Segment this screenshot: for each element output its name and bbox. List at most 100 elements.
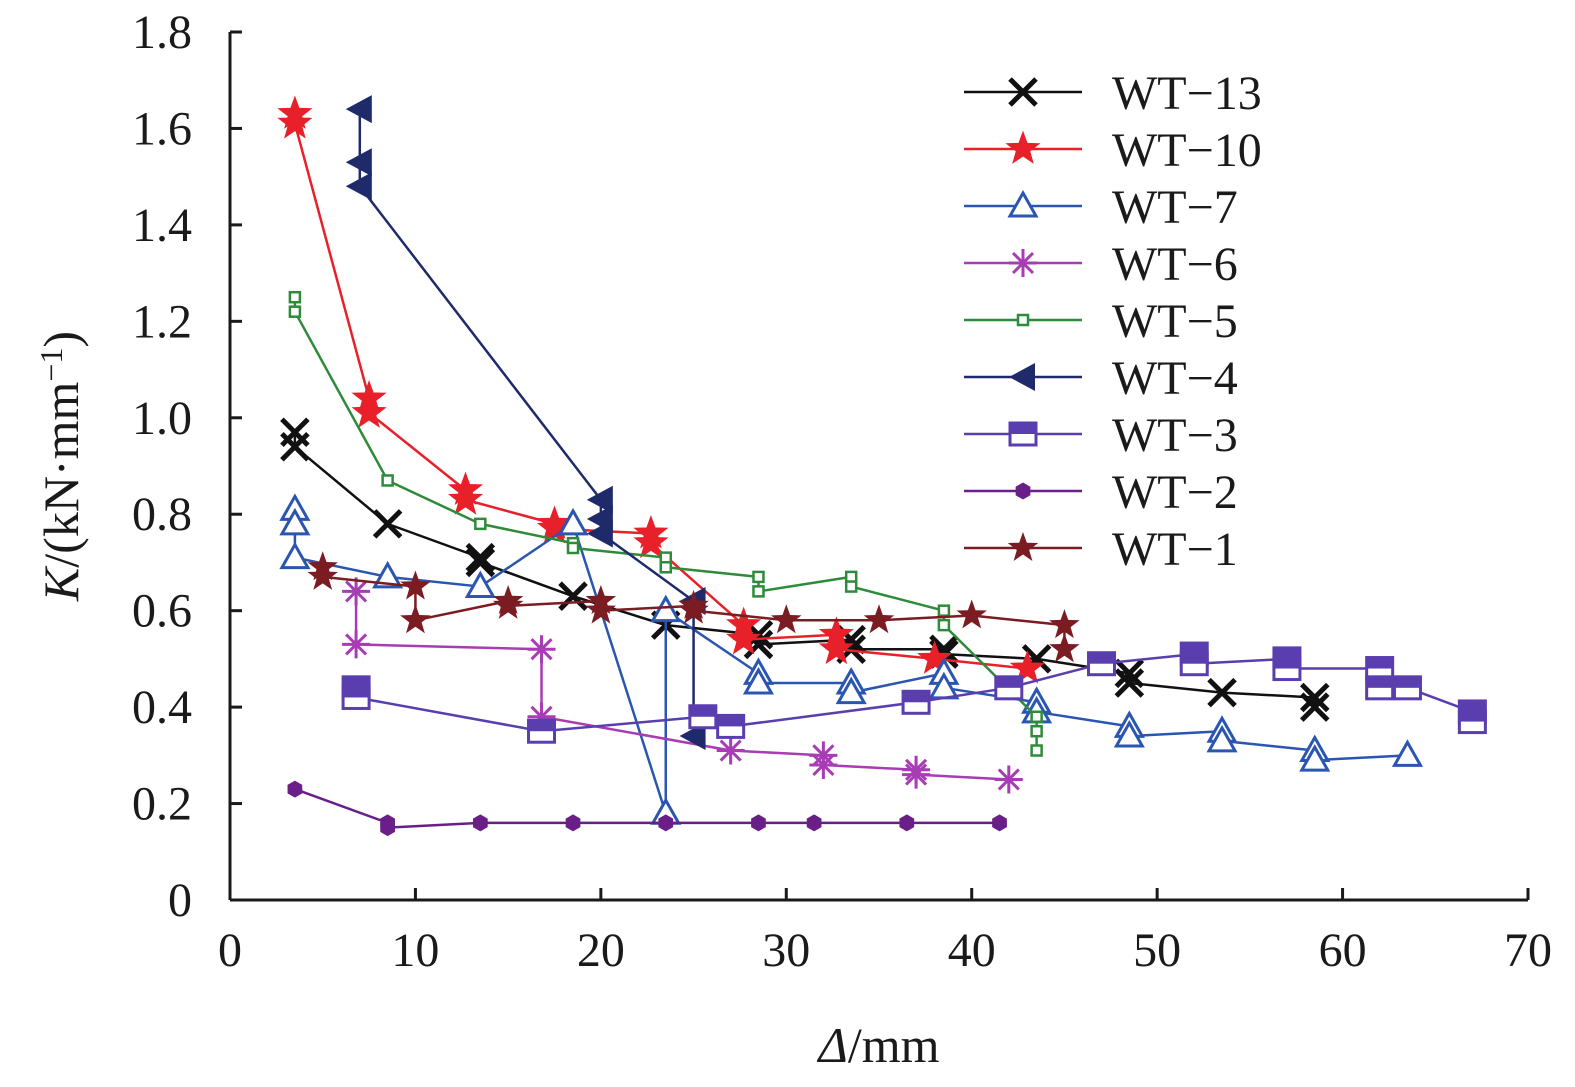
y-tick-label: 1.4 xyxy=(132,199,192,252)
y-tick-label: 0.8 xyxy=(132,488,192,541)
data-point xyxy=(307,560,338,590)
series-wt-5 xyxy=(288,290,1043,757)
legend-marker xyxy=(1007,532,1039,561)
legend-label: WT−3 xyxy=(1112,409,1238,462)
data-point xyxy=(658,814,674,832)
data-point xyxy=(345,95,372,124)
data-point xyxy=(806,814,822,832)
data-point xyxy=(465,542,496,573)
series-wt-1 xyxy=(307,551,1080,663)
data-point xyxy=(1457,709,1487,735)
legend-item: WT−2 xyxy=(964,466,1238,519)
data-point xyxy=(342,630,371,659)
x-tick-label: 50 xyxy=(1133,924,1181,977)
data-point xyxy=(1272,656,1302,682)
series-wt-10 xyxy=(277,95,1045,684)
data-point xyxy=(565,814,581,832)
plot-area xyxy=(277,95,1487,837)
data-point xyxy=(288,290,302,304)
x-tick-label: 30 xyxy=(762,924,810,977)
x-axis-title: Δ/mm xyxy=(816,1017,939,1073)
y-tick-label: 1.8 xyxy=(132,6,192,59)
x-tick-label: 10 xyxy=(391,924,439,977)
y-axis-unit: /(kN·mm xyxy=(33,382,89,568)
data-point xyxy=(381,474,394,487)
data-point xyxy=(447,481,484,515)
legend-label: WT−13 xyxy=(1112,67,1262,120)
data-point xyxy=(279,541,311,570)
data-point xyxy=(752,570,765,584)
data-point xyxy=(557,507,589,536)
data-point xyxy=(726,621,762,655)
data-point xyxy=(678,594,709,624)
y-axis-exponent: −1 xyxy=(33,348,69,382)
data-point xyxy=(844,580,858,593)
data-point xyxy=(752,585,765,598)
data-point xyxy=(400,604,431,634)
legend-item: WT−5 xyxy=(964,295,1238,348)
data-point xyxy=(372,560,404,589)
data-point xyxy=(341,684,371,710)
data-point xyxy=(1009,650,1045,684)
data-point xyxy=(527,635,556,664)
x-tick-label: 0 xyxy=(218,924,242,977)
legend-marker xyxy=(1007,189,1039,218)
data-point xyxy=(342,577,371,606)
data-point xyxy=(287,780,303,798)
x-tick-label: 70 xyxy=(1504,924,1552,977)
data-point xyxy=(937,604,951,617)
series-line xyxy=(358,109,695,737)
data-point xyxy=(994,675,1024,701)
series-line xyxy=(294,787,1000,829)
data-point xyxy=(380,819,395,837)
data-point xyxy=(464,570,496,599)
legend-item: WT−13 xyxy=(964,67,1262,120)
y-tick-label: 1.0 xyxy=(132,392,192,445)
data-point xyxy=(372,509,403,539)
data-point xyxy=(586,519,613,548)
data-point xyxy=(558,581,588,611)
data-point xyxy=(751,814,766,832)
data-point xyxy=(917,640,953,674)
axis-titles: Δ/mm K/(kN·mm−1) xyxy=(33,331,940,1073)
legend-item: WT−3 xyxy=(964,409,1238,462)
data-point xyxy=(1299,682,1330,713)
legend-marker xyxy=(1005,130,1041,164)
legend-marker xyxy=(1008,421,1038,447)
y-axis-title: K/(kN·mm−1) xyxy=(33,331,89,602)
y-tick-label: 1.6 xyxy=(132,102,192,155)
ticks: 0 10 20 30 40 50 60 70 0 0.2 0.4 0.6 0.8 1.0 1.2 1.4 1.6… xyxy=(132,6,1552,977)
series-wt-13 xyxy=(280,417,1330,722)
data-point xyxy=(527,702,556,731)
data-point xyxy=(1299,692,1330,722)
data-point xyxy=(1179,651,1209,677)
data-point xyxy=(716,736,745,765)
legend-label: WT−4 xyxy=(1112,352,1238,405)
data-point xyxy=(771,604,802,634)
axes xyxy=(228,32,1528,902)
series-wt-2 xyxy=(287,780,1007,837)
x-tick-label: 40 xyxy=(948,924,996,977)
data-point xyxy=(351,394,387,428)
data-point xyxy=(902,760,931,789)
y-axis-close: ) xyxy=(33,331,89,348)
data-point xyxy=(400,570,431,600)
x-tick-label: 20 xyxy=(577,924,625,977)
legend-label: WT−6 xyxy=(1112,238,1238,291)
data-point xyxy=(566,541,580,555)
data-point xyxy=(742,666,775,695)
data-point xyxy=(465,547,496,578)
y-tick-label: 1.2 xyxy=(132,295,192,348)
series-wt-4 xyxy=(345,95,706,751)
data-point xyxy=(992,814,1007,832)
data-point xyxy=(1049,633,1080,663)
data-point xyxy=(956,599,987,629)
legend-item: WT−10 xyxy=(964,124,1262,177)
x-axis-variable: Δ xyxy=(816,1017,847,1073)
data-point xyxy=(1114,658,1145,689)
data-point xyxy=(1087,651,1117,677)
x-axis-unit: /mm xyxy=(848,1017,940,1073)
data-point xyxy=(688,704,718,730)
data-point xyxy=(899,814,915,832)
